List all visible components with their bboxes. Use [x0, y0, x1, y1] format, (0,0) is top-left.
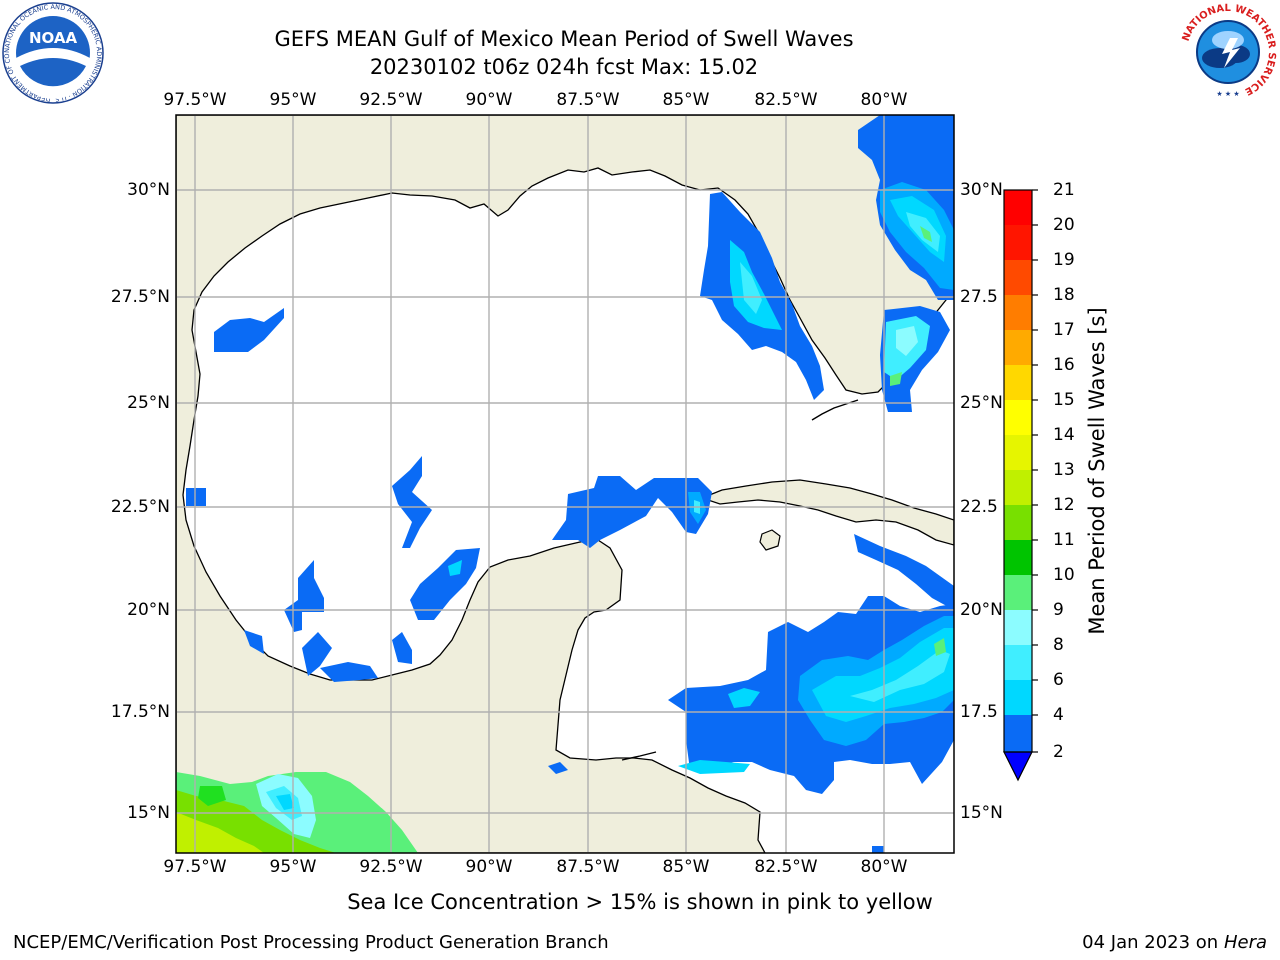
- lon-label-bottom: 82.5°W: [754, 857, 818, 877]
- lon-label-top: 97.5°W: [163, 90, 227, 110]
- lon-label-bottom: 87.5°W: [556, 857, 620, 877]
- sea-ice-footnote: Sea Ice Concentration > 15% is shown in …: [347, 890, 933, 914]
- lon-label-bottom: 92.5°W: [359, 857, 423, 877]
- lon-label-top: 95°W: [269, 90, 317, 110]
- lat-label-right: 20°N: [960, 600, 1003, 620]
- lon-label-bottom: 97.5°W: [163, 857, 227, 877]
- lon-label-bottom: 80°W: [860, 857, 908, 877]
- map-frame: [175, 114, 955, 854]
- svg-text:★ ★ ★: ★ ★ ★: [1216, 90, 1239, 98]
- colorbar-label: Mean Period of Swell Waves [s]: [1085, 307, 1109, 635]
- lat-label-right: 22.5: [960, 497, 998, 517]
- colorbar-tick: 15: [1053, 390, 1075, 410]
- map-title: GEFS MEAN Gulf of Mexico Mean Period of …: [274, 27, 854, 51]
- svg-text:NOAA: NOAA: [29, 29, 78, 47]
- lat-label-left: 22.5°N: [110, 497, 170, 517]
- lon-label-top: 92.5°W: [359, 90, 423, 110]
- land-cuba: [700, 479, 954, 546]
- colorbar-tick: 2: [1053, 742, 1064, 762]
- lon-label-bottom: 90°W: [465, 857, 513, 877]
- lon-label-bottom: 95°W: [269, 857, 317, 877]
- colorbar-tick: 12: [1053, 495, 1075, 515]
- colorbar-tick: 21: [1053, 180, 1075, 200]
- lon-label-top: 85°W: [662, 90, 710, 110]
- colorbar-tick: 4: [1053, 705, 1064, 725]
- land-isla-juventud: [759, 529, 781, 551]
- lon-label-top: 90°W: [465, 90, 513, 110]
- lon-label-top: 87.5°W: [556, 90, 620, 110]
- lat-label-right: 30°N: [960, 180, 1003, 200]
- colorbar-tick: 14: [1053, 425, 1075, 445]
- date-text: 04 Jan 2023 on Hera: [1082, 932, 1267, 953]
- lon-label-top: 80°W: [860, 90, 908, 110]
- colorbar-tick: 13: [1053, 460, 1075, 480]
- map-subtitle: 20230102 t06z 024h fcst Max: 15.02: [369, 55, 759, 79]
- lat-label-left: 20°N: [127, 600, 170, 620]
- lat-label-left: 25°N: [127, 393, 170, 413]
- lon-label-bottom: 85°W: [662, 857, 710, 877]
- colorbar-tick: 20: [1053, 215, 1075, 235]
- colorbar-tick: 11: [1053, 530, 1075, 550]
- lat-label-right: 15°N: [960, 803, 1003, 823]
- graticule: [176, 115, 954, 853]
- nws-logo: NATIONAL WEATHER SERVICE ★ ★ ★: [1180, 3, 1277, 100]
- colorbar-tick: 16: [1053, 355, 1075, 375]
- colorbar: [1003, 189, 1038, 782]
- colorbar-tick: 6: [1053, 670, 1064, 690]
- lat-label-right: 27.5: [960, 287, 998, 307]
- host-name: Hera: [1223, 932, 1267, 953]
- colorbar-tick: 9: [1053, 600, 1064, 620]
- colorbar-tick: 10: [1053, 565, 1075, 585]
- lat-label-left: 15°N: [127, 803, 170, 823]
- lon-label-top: 82.5°W: [754, 90, 818, 110]
- colorbar-tick: 19: [1053, 250, 1075, 270]
- colorbar-tick: 17: [1053, 320, 1075, 340]
- lat-label-left: 30°N: [127, 180, 170, 200]
- colorbar-tick: 18: [1053, 285, 1075, 305]
- bay-islands: [621, 751, 657, 761]
- credit-text: NCEP/EMC/Verification Post Processing Pr…: [13, 932, 609, 953]
- lat-label-left: 27.5°N: [110, 287, 170, 307]
- lat-label-right: 17.5: [960, 702, 998, 722]
- swell-field: [176, 115, 954, 853]
- noaa-logo: NATIONAL OCEANIC AND ATMOSPHERIC ADMINIS…: [2, 2, 104, 104]
- lat-label-left: 17.5°N: [110, 702, 170, 722]
- lat-label-right: 25°N: [960, 393, 1003, 413]
- colorbar-tick: 8: [1053, 635, 1064, 655]
